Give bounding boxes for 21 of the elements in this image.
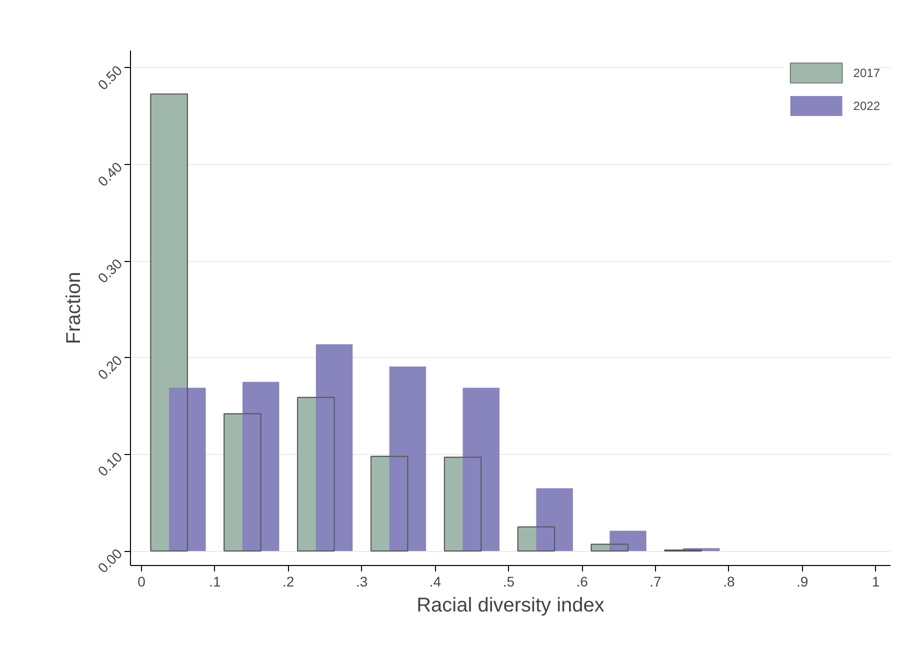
y-tick-label: 0.10 <box>94 448 126 480</box>
y-tick-label: 0.20 <box>94 352 126 383</box>
legend-label: 2022 <box>853 98 880 112</box>
y-tick-label: 0.00 <box>94 545 126 576</box>
y-axis-title: Fraction <box>63 272 86 344</box>
y-tick-label: 0.30 <box>94 255 126 286</box>
legend-label: 2017 <box>853 66 880 80</box>
x-tick-label: .5 <box>502 574 515 590</box>
x-tick-label: .8 <box>723 574 736 590</box>
x-tick-label: .2 <box>282 574 294 590</box>
x-axis-title: Racial diversity index <box>416 594 604 616</box>
x-tick-label: 0 <box>138 574 146 590</box>
x-tick-label: .7 <box>650 574 662 590</box>
y-tick-label: 0.50 <box>94 62 126 93</box>
x-tick-label: .3 <box>356 574 368 590</box>
y-tick-label: 0.40 <box>94 158 126 190</box>
x-tick-label: .6 <box>576 574 588 590</box>
x-tick-label: .9 <box>796 574 808 590</box>
x-tick-label: 1 <box>872 574 880 590</box>
x-tick-label: .1 <box>209 574 221 590</box>
x-tick-label: .4 <box>429 574 442 590</box>
